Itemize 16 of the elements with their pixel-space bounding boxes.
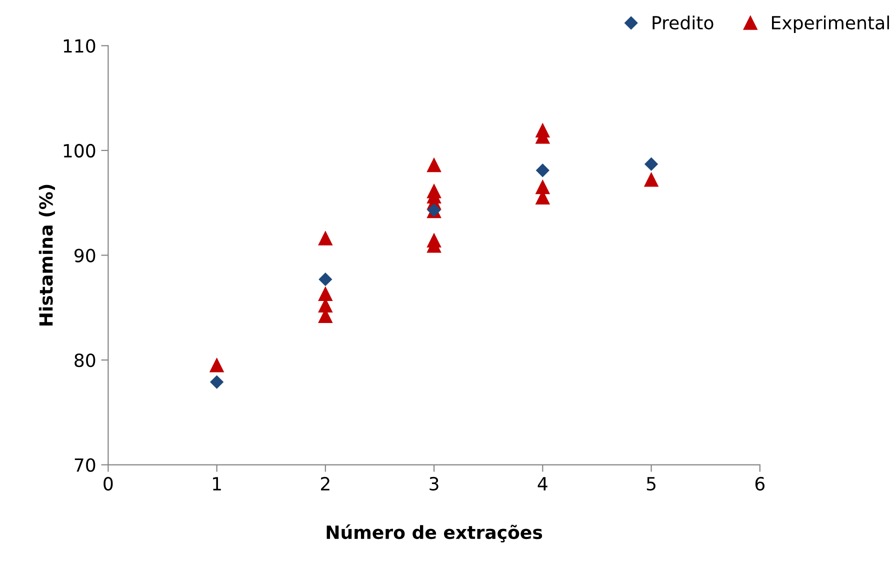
x-tick-label: 5	[646, 477, 656, 491]
y-tick-label: 100	[64, 144, 96, 158]
x-tick-label: 1	[213, 477, 221, 490]
x-axis-title: Número de extrações	[326, 524, 542, 542]
x-tick-label: 4	[538, 477, 548, 490]
x-tick-label: 2	[320, 476, 330, 490]
y-tick-label: 70	[74, 458, 96, 472]
legend-label: Experimental	[772, 16, 889, 34]
y-tick-label: 110	[64, 39, 96, 53]
y-tick-label: 90	[74, 248, 96, 262]
x-tick-label: 0	[104, 476, 113, 491]
x-tick-label: 3	[430, 476, 438, 491]
legend-label: Predito	[652, 16, 714, 30]
y-tick-label: 80	[74, 353, 96, 368]
y-axis-title: Histamina (%)	[38, 184, 55, 326]
x-tick-label: 6	[755, 476, 765, 491]
